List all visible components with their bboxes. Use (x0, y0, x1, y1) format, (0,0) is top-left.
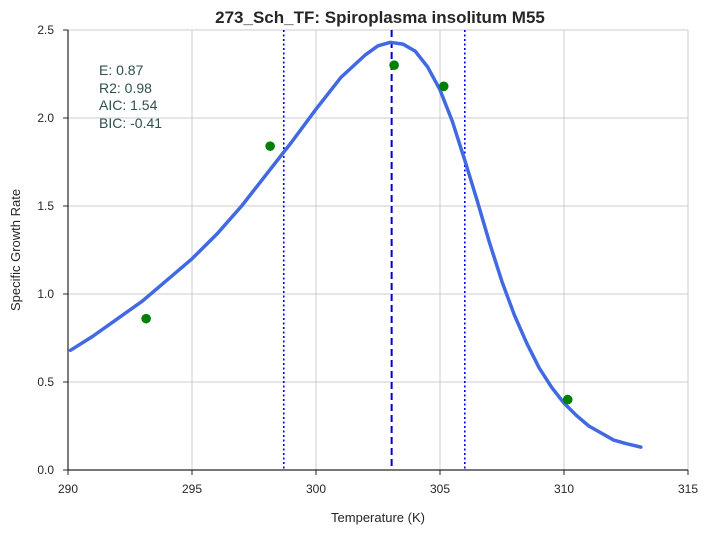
x-ticks: 290 295 300 305 310 315 (58, 470, 698, 496)
y-tick-label: 0.5 (37, 375, 54, 389)
y-tick-label: 1.5 (37, 199, 54, 213)
y-ticks: 0.0 0.5 1.0 1.5 2.0 2.5 (37, 23, 68, 477)
y-tick-label: 0.0 (37, 463, 54, 477)
x-tick-label: 310 (554, 482, 574, 496)
annotation-e: E: 0.87 (99, 62, 144, 78)
fit-curve-layer (68, 40, 643, 449)
axes (67, 30, 688, 471)
grid (67, 29, 689, 471)
data-points-layer (141, 60, 573, 405)
data-point (141, 313, 151, 324)
y-tick-label: 2.0 (37, 111, 54, 125)
data-point (562, 394, 573, 405)
x-tick-label: 300 (306, 482, 326, 496)
data-point (389, 60, 399, 70)
x-tick-label: 295 (182, 482, 202, 496)
annotation-r2: R2: 0.98 (99, 80, 152, 96)
stats-annotations: E: 0.87 R2: 0.98 AIC: 1.54 BIC: -0.41 (99, 62, 162, 131)
y-axis-label: Specific Growth Rate (8, 189, 23, 311)
data-point (438, 81, 449, 92)
annotation-aic: AIC: 1.54 (99, 97, 158, 113)
x-axis-label: Temperature (K) (331, 510, 425, 525)
x-tick-label: 290 (58, 482, 78, 496)
y-tick-label: 2.5 (37, 23, 54, 37)
fit-curve (68, 40, 643, 449)
data-point (265, 141, 275, 151)
y-tick-label: 1.0 (37, 287, 54, 301)
x-tick-label: 305 (430, 482, 450, 496)
x-tick-label: 315 (678, 482, 698, 496)
vertical-lines (282, 30, 466, 470)
annotation-bic: BIC: -0.41 (99, 115, 162, 131)
chart-title: 273_Sch_TF: Spiroplasma insolitum M55 (215, 8, 545, 27)
